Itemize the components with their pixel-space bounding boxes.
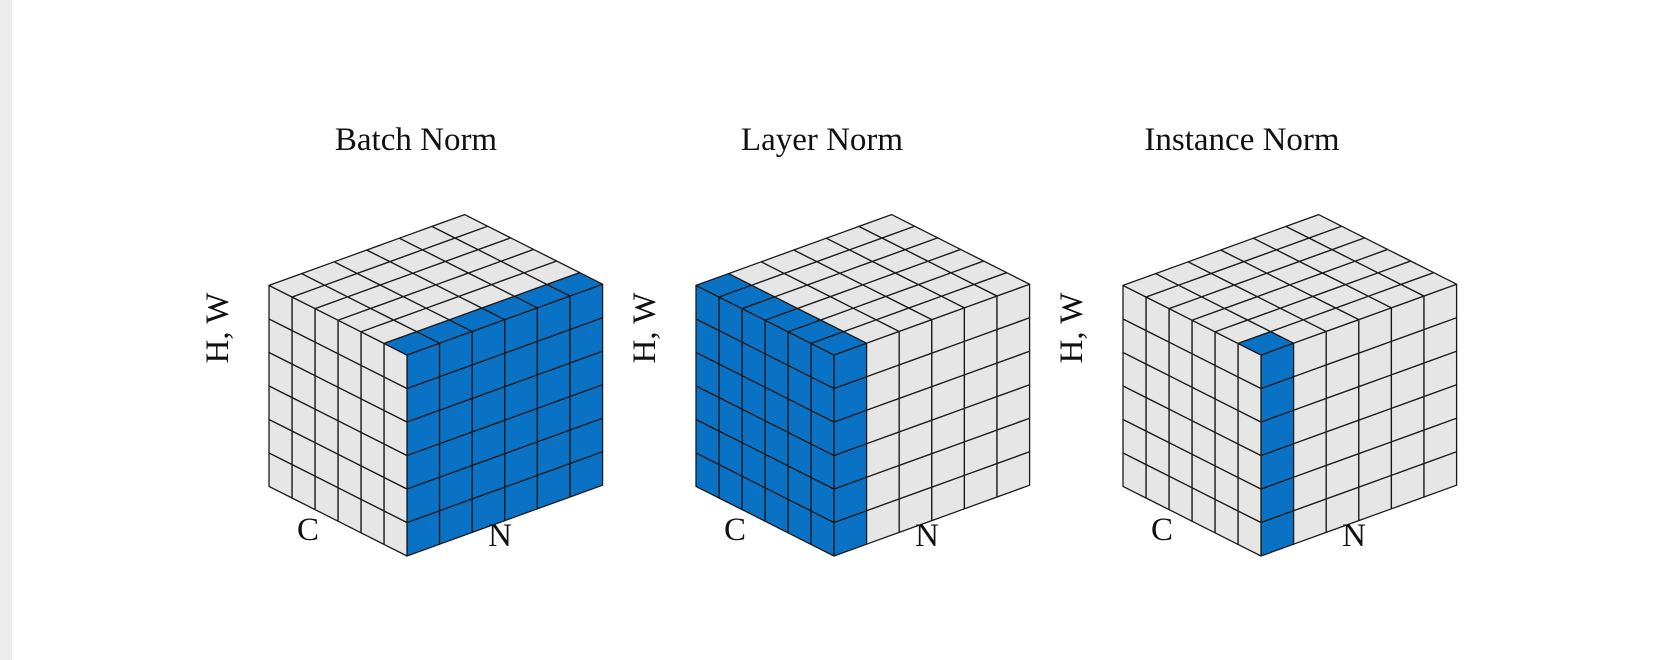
panel-title-layer-norm: Layer Norm [741,122,904,158]
axis-label-c: C [724,512,746,548]
axis-label-hw: H, W [1054,292,1090,364]
cube-layer-norm [695,213,1031,557]
cell [858,213,916,239]
panel-batch-norm: Batch Norm H, W C N [200,122,604,557]
axis-label-hw: H, W [200,292,236,364]
cube-batch-norm [268,213,604,557]
cell [1285,213,1343,239]
figure-canvas: Batch Norm H, W C N Layer Norm H, W C N … [12,0,1661,660]
axis-label-hw: H, W [627,292,663,364]
panel-layer-norm: Layer Norm H, W C N [627,122,1031,557]
panel-title-batch-norm: Batch Norm [335,122,498,158]
axis-label-n: N [1342,518,1366,554]
axis-label-n: N [488,518,512,554]
axis-label-n: N [915,518,939,554]
panel-title-instance-norm: Instance Norm [1144,122,1340,158]
axis-label-c: C [297,512,319,548]
axis-label-c: C [1151,512,1173,548]
cube-instance-norm [1122,213,1458,557]
normalization-diagram: Batch Norm H, W C N Layer Norm H, W C N … [200,122,1458,557]
cell [431,213,489,239]
panel-instance-norm: Instance Norm H, W C N [1054,122,1458,557]
